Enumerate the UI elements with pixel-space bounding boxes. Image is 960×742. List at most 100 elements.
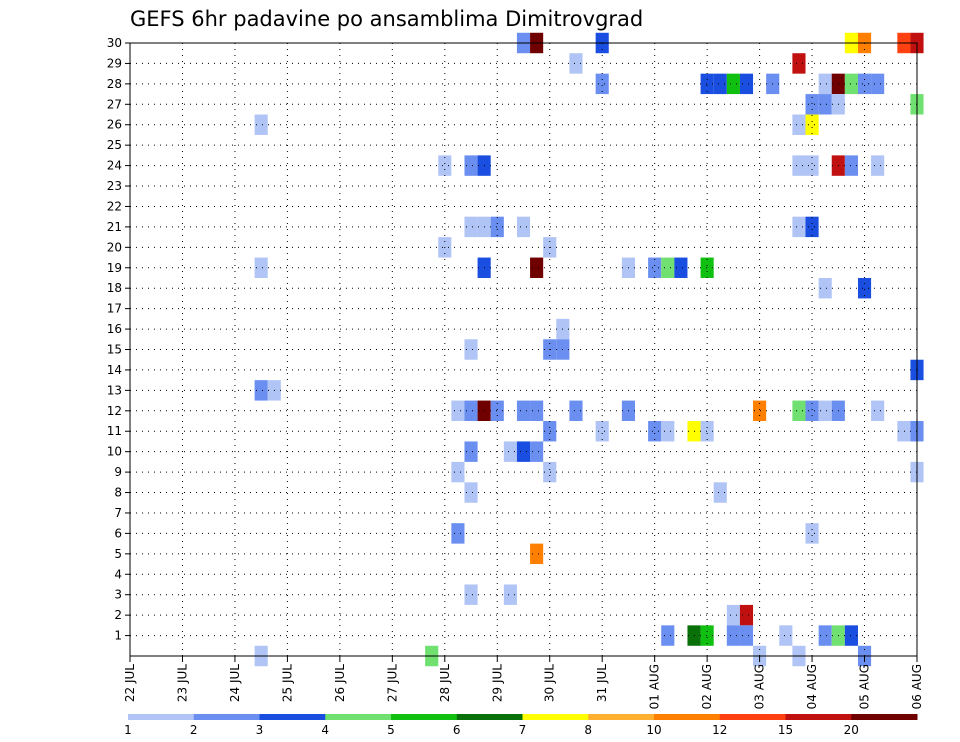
- precip-cell: [897, 421, 911, 442]
- precip-cell: [818, 94, 832, 115]
- precip-cell: [516, 216, 531, 238]
- precip-cell: [713, 482, 727, 503]
- precip-cell: [569, 400, 583, 422]
- precip-cell: [753, 400, 767, 422]
- x-tick-label: 25 JUL: [280, 664, 294, 702]
- precip-cell: [739, 73, 754, 95]
- y-tick-label: 27: [107, 97, 122, 111]
- precip-cell: [739, 625, 754, 646]
- precip-cell: [792, 53, 806, 74]
- colorbar-swatch: [391, 714, 458, 720]
- precip-cell: [857, 73, 872, 95]
- colorbar-label: 2: [190, 723, 198, 737]
- precip-cell: [857, 277, 872, 299]
- precip-cell: [438, 155, 452, 176]
- y-tick-label: 15: [107, 343, 122, 357]
- y-tick-label: 28: [107, 77, 122, 91]
- y-tick-label: 13: [107, 383, 122, 397]
- colorbar-swatch: [522, 714, 589, 720]
- precip-cell: [818, 625, 832, 646]
- precip-cell: [595, 421, 609, 442]
- y-tick-label: 1: [114, 629, 122, 643]
- precip-cell: [530, 543, 544, 565]
- y-tick-label: 22: [107, 199, 122, 213]
- x-tick-label: 24 JUL: [228, 664, 242, 702]
- precip-cell: [726, 73, 740, 95]
- precip-cell: [818, 73, 832, 95]
- y-tick-label: 9: [114, 465, 122, 479]
- precip-cell: [451, 400, 465, 422]
- precip-cell: [805, 216, 819, 238]
- x-tick-label: 06 AUG: [910, 664, 924, 709]
- grid-lines: [130, 43, 917, 656]
- y-tick-label: 20: [107, 240, 122, 254]
- y-tick-label: 11: [107, 424, 122, 438]
- precip-cell: [661, 421, 675, 442]
- y-tick-label: 17: [107, 302, 122, 316]
- precip-cell: [726, 604, 740, 626]
- precip-cell: [490, 400, 504, 422]
- colorbar-label: 5: [387, 723, 395, 737]
- colorbar-swatch: [785, 714, 852, 720]
- x-tick-label: 02 AUG: [700, 664, 714, 709]
- x-tick-label: 31 JUL: [595, 664, 609, 702]
- y-tick-label: 5: [114, 547, 122, 561]
- x-tick-label: 30 JUL: [543, 664, 557, 702]
- colorbar-label: 12: [712, 723, 727, 737]
- y-tick-label: 14: [107, 363, 122, 377]
- precip-cells: [254, 32, 924, 667]
- precip-cell: [543, 421, 557, 442]
- precip-cell: [726, 625, 740, 646]
- precip-cell: [805, 400, 819, 422]
- precip-cell: [713, 73, 727, 95]
- precip-cell: [530, 400, 544, 422]
- y-tick-label: 2: [114, 608, 122, 622]
- precip-cell: [464, 441, 478, 462]
- colorbar: 1 2 3 4 5 6 7 8 10 12 15 20: [124, 714, 918, 737]
- y-tick-label: 10: [107, 445, 122, 459]
- precip-cell: [254, 257, 268, 278]
- x-tick-label: 03 AUG: [753, 664, 767, 709]
- precip-cell: [700, 73, 714, 95]
- precip-cell: [254, 380, 268, 401]
- colorbar-label: 7: [519, 723, 527, 737]
- colorbar-swatch: [456, 714, 523, 720]
- y-tick-label: 18: [107, 281, 122, 295]
- precip-cell: [844, 73, 858, 95]
- y-tick-label: 4: [114, 567, 122, 581]
- precip-cell: [503, 441, 517, 462]
- precip-cell: [805, 523, 819, 544]
- y-tick-label: 16: [107, 322, 122, 336]
- y-tick-label: 26: [107, 118, 122, 132]
- x-tick-label: 22 JUL: [123, 664, 137, 702]
- x-axis: 22 JUL 23 JUL 24 JUL 25 JUL 26 JUL 27 JUL 28 J…: [123, 656, 924, 709]
- precip-cell: [464, 482, 478, 503]
- precip-cell: [648, 257, 662, 278]
- precip-cell: [871, 73, 885, 95]
- precip-cell: [464, 155, 478, 176]
- precip-cell: [569, 53, 583, 74]
- precip-cell: [595, 73, 609, 95]
- precip-cell: [871, 400, 885, 422]
- precip-cell: [700, 421, 714, 442]
- precip-cell: [516, 400, 531, 422]
- precip-cell: [648, 421, 662, 442]
- chart-title: GEFS 6hr padavine po ansamblima Dimitrov…: [130, 7, 643, 31]
- y-tick-label: 12: [107, 404, 122, 418]
- colorbar-label: 20: [844, 723, 859, 737]
- colorbar-label: 4: [321, 723, 329, 737]
- precip-cell: [661, 257, 675, 278]
- precip-cell: [805, 155, 819, 176]
- precip-cell: [844, 625, 858, 646]
- precip-cell: [254, 114, 268, 135]
- precip-cell: [451, 461, 465, 483]
- colorbar-label: 3: [256, 723, 264, 737]
- y-tick-label: 6: [114, 526, 122, 540]
- precip-cell: [543, 461, 557, 483]
- x-tick-label: 26 JUL: [333, 664, 347, 702]
- precip-cell: [844, 155, 858, 176]
- precip-cell: [871, 155, 885, 176]
- y-tick-label: 30: [107, 36, 122, 50]
- x-tick-label: 05 AUG: [858, 664, 872, 709]
- precip-cell: [792, 155, 806, 176]
